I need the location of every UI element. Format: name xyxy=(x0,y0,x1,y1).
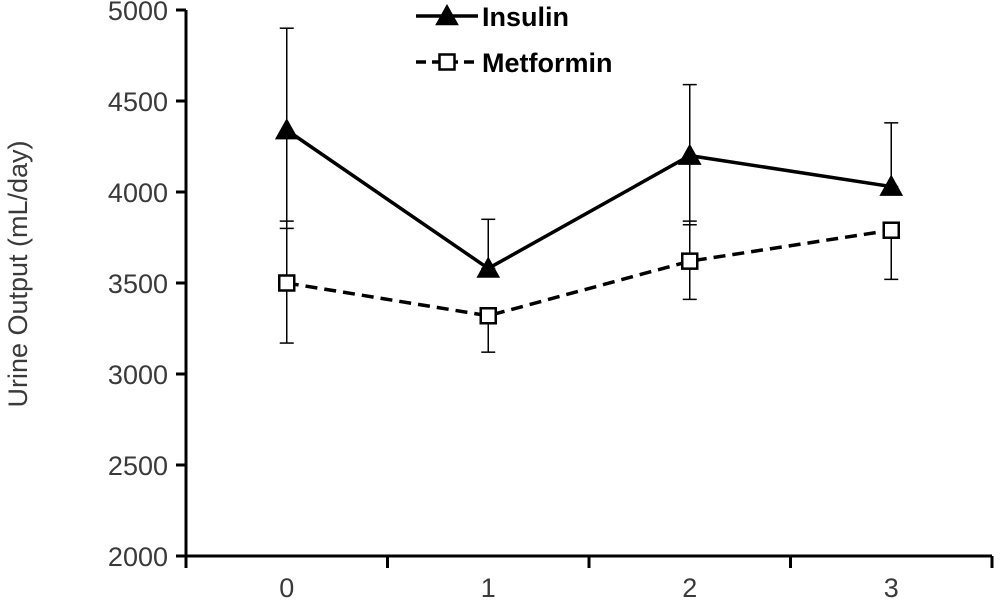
y-tick-label: 4000 xyxy=(108,178,168,208)
data-point-triangle xyxy=(476,256,501,278)
legend: Insulin Metformin xyxy=(416,2,613,78)
y-tick-label: 2000 xyxy=(108,542,168,572)
data-point-square xyxy=(479,307,497,325)
y-tick-label: 3000 xyxy=(108,360,168,390)
y-axis: 2000 2500 3000 3500 4000 4500 5000 xyxy=(108,0,188,572)
x-tick-label: 0 xyxy=(279,573,294,601)
series-metformin xyxy=(278,220,900,353)
x-tick-label: 2 xyxy=(682,573,697,601)
legend-label: Metformin xyxy=(482,48,613,78)
y-tick-label: 3500 xyxy=(108,269,168,299)
y-tick-label: 4500 xyxy=(108,87,168,117)
x-axis: 0 1 2 3 xyxy=(184,554,994,601)
legend-marker-triangle xyxy=(435,3,459,26)
y-tick-label: 2500 xyxy=(108,451,168,481)
y-tick-label: 5000 xyxy=(108,0,168,26)
series-insulin xyxy=(274,27,904,278)
x-tick-label: 3 xyxy=(884,573,899,601)
series-layer xyxy=(274,27,904,353)
data-point-square xyxy=(681,252,699,270)
data-point-triangle xyxy=(274,118,299,140)
y-axis-title: Urine Output (mL/day) xyxy=(3,140,33,407)
data-point-triangle xyxy=(879,174,904,196)
data-point-square xyxy=(882,221,900,239)
legend-marker-square xyxy=(438,53,456,71)
legend-label: Insulin xyxy=(482,2,569,32)
data-point-square xyxy=(278,274,296,292)
series-line xyxy=(286,228,892,318)
series-line xyxy=(285,128,892,271)
x-tick-label: 1 xyxy=(481,573,496,601)
data-point-triangle xyxy=(677,143,702,165)
